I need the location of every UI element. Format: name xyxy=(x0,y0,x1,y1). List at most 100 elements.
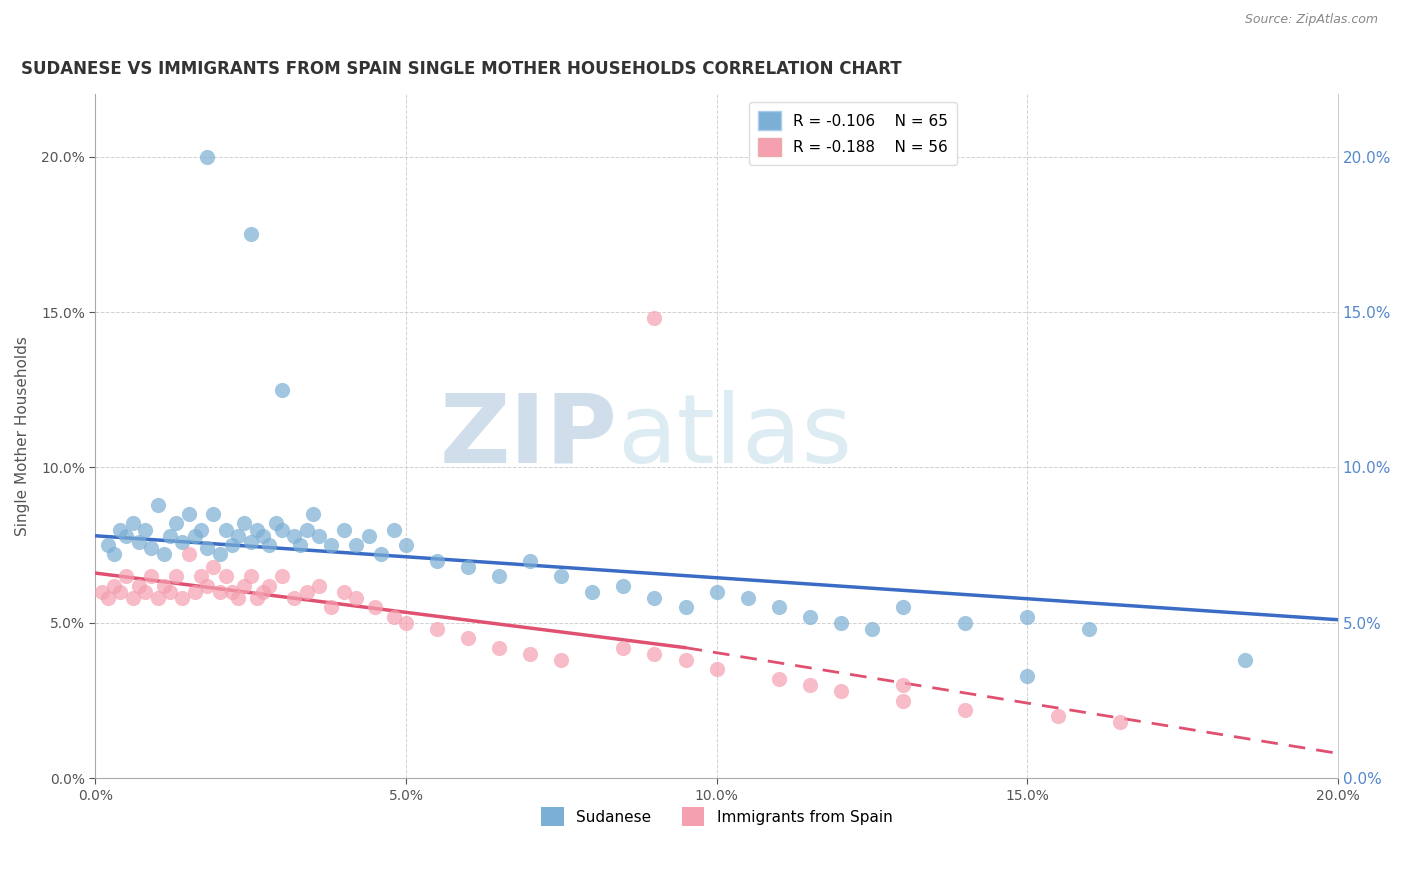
Point xyxy=(195,541,218,556)
Point xyxy=(190,523,212,537)
Point xyxy=(115,569,138,583)
Point xyxy=(612,578,634,592)
Point xyxy=(1047,709,1070,723)
Point xyxy=(159,529,181,543)
Point xyxy=(97,538,120,552)
Point xyxy=(308,529,330,543)
Point xyxy=(90,584,112,599)
Point xyxy=(177,507,200,521)
Point xyxy=(252,529,274,543)
Point xyxy=(426,622,449,636)
Point xyxy=(706,584,728,599)
Text: Source: ZipAtlas.com: Source: ZipAtlas.com xyxy=(1244,13,1378,27)
Point xyxy=(233,516,256,531)
Point xyxy=(141,541,163,556)
Point xyxy=(270,523,292,537)
Point xyxy=(115,529,138,543)
Point xyxy=(488,640,510,655)
Point xyxy=(891,678,914,692)
Point xyxy=(382,523,405,537)
Text: ZIP: ZIP xyxy=(439,390,617,483)
Point xyxy=(246,591,269,605)
Point xyxy=(202,507,225,521)
Point xyxy=(643,591,665,605)
Point xyxy=(295,523,318,537)
Y-axis label: Single Mother Households: Single Mother Households xyxy=(15,336,30,536)
Point xyxy=(202,560,225,574)
Point xyxy=(215,523,238,537)
Point xyxy=(184,529,207,543)
Point xyxy=(190,569,212,583)
Point xyxy=(395,538,418,552)
Point xyxy=(301,507,323,521)
Text: atlas: atlas xyxy=(617,390,852,483)
Point xyxy=(195,578,218,592)
Point xyxy=(737,591,759,605)
Point xyxy=(97,591,120,605)
Point xyxy=(152,548,174,562)
Point xyxy=(706,662,728,676)
Point xyxy=(1233,653,1256,667)
Point xyxy=(172,591,194,605)
Point xyxy=(103,548,125,562)
Point xyxy=(488,569,510,583)
Point xyxy=(308,578,330,592)
Point xyxy=(1017,668,1039,682)
Point xyxy=(259,538,281,552)
Point xyxy=(891,693,914,707)
Point xyxy=(643,647,665,661)
Point xyxy=(344,591,367,605)
Point xyxy=(457,560,479,574)
Point xyxy=(295,584,318,599)
Point xyxy=(550,569,572,583)
Point xyxy=(128,578,150,592)
Point xyxy=(121,516,143,531)
Point xyxy=(165,569,187,583)
Point xyxy=(860,622,883,636)
Point xyxy=(519,647,541,661)
Point xyxy=(221,538,243,552)
Point xyxy=(215,569,238,583)
Point xyxy=(675,600,697,615)
Point xyxy=(239,227,262,242)
Point xyxy=(333,523,356,537)
Point xyxy=(581,584,603,599)
Point xyxy=(221,584,243,599)
Point xyxy=(321,600,343,615)
Point xyxy=(152,578,174,592)
Point xyxy=(953,615,976,630)
Point xyxy=(195,150,218,164)
Point xyxy=(550,653,572,667)
Point xyxy=(159,584,181,599)
Point xyxy=(146,591,169,605)
Point xyxy=(165,516,187,531)
Point xyxy=(270,569,292,583)
Point xyxy=(233,578,256,592)
Legend: Sudanese, Immigrants from Spain: Sudanese, Immigrants from Spain xyxy=(534,801,898,832)
Point xyxy=(675,653,697,667)
Point xyxy=(612,640,634,655)
Point xyxy=(134,523,156,537)
Point xyxy=(226,529,249,543)
Point xyxy=(239,569,262,583)
Point xyxy=(128,535,150,549)
Point xyxy=(953,703,976,717)
Point xyxy=(1017,609,1039,624)
Point xyxy=(121,591,143,605)
Point xyxy=(799,609,821,624)
Point xyxy=(643,311,665,326)
Point xyxy=(333,584,356,599)
Point xyxy=(252,584,274,599)
Point xyxy=(799,678,821,692)
Point xyxy=(103,578,125,592)
Point xyxy=(141,569,163,583)
Point xyxy=(110,523,132,537)
Point xyxy=(830,615,852,630)
Point xyxy=(283,591,305,605)
Point xyxy=(344,538,367,552)
Point xyxy=(146,498,169,512)
Point xyxy=(208,584,231,599)
Point xyxy=(370,548,392,562)
Point xyxy=(283,529,305,543)
Point xyxy=(364,600,387,615)
